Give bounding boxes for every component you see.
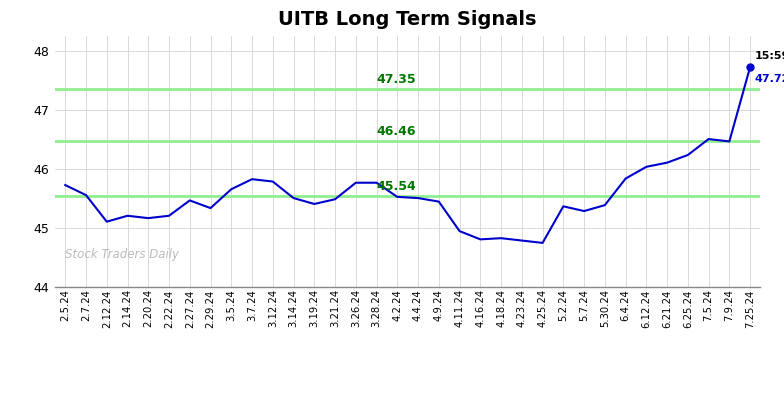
Text: Stock Traders Daily: Stock Traders Daily (65, 248, 180, 261)
Text: 15:59: 15:59 (754, 51, 784, 61)
Text: 46.46: 46.46 (376, 125, 416, 139)
Text: 47.35: 47.35 (376, 73, 416, 86)
Point (744, 64, 757, 70)
Title: UITB Long Term Signals: UITB Long Term Signals (278, 10, 537, 29)
Text: 45.54: 45.54 (376, 180, 416, 193)
Text: 47.72: 47.72 (754, 74, 784, 84)
